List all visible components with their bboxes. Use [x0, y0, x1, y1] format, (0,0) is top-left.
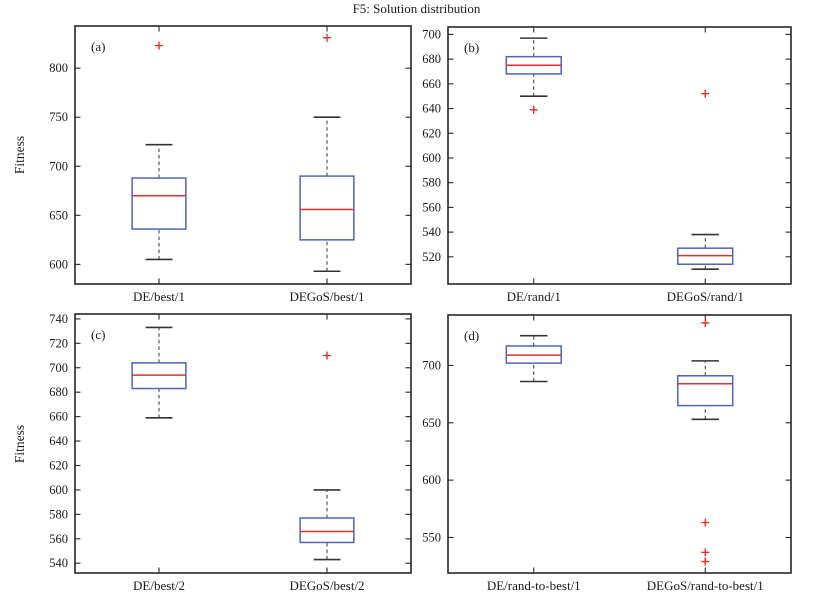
box-DE/best/1 — [131, 41, 187, 261]
outlier-marker — [701, 89, 710, 98]
subplot-(c): 540 560 580 600 620 640 660 680 700 720 740 DE/best… — [49, 312, 412, 593]
y-tick-label: 580 — [49, 507, 68, 521]
y-tick-label: 640 — [49, 434, 68, 448]
y-tick-label: 700 — [422, 358, 441, 372]
y-tick-label: 650 — [422, 416, 441, 430]
panel-letter: (b) — [464, 40, 479, 55]
x-category-label: DE/best/2 — [133, 578, 185, 593]
y-tick-label: 700 — [49, 361, 68, 375]
iqr-box — [131, 177, 187, 230]
outlier-marker — [323, 33, 331, 42]
y-tick-label: 700 — [422, 27, 441, 41]
panel-letter: (a) — [91, 39, 105, 54]
y-tick-label: 580 — [422, 176, 441, 190]
x-category-label: DE/rand/1 — [507, 289, 561, 304]
y-tick-label: 650 — [49, 208, 68, 222]
y-tick-label: 600 — [49, 483, 68, 497]
y-tick-label: 620 — [422, 126, 441, 140]
axes-frame — [447, 314, 792, 574]
y-tick-label: 600 — [422, 151, 441, 165]
x-category-label: DEGoS/best/1 — [289, 289, 364, 304]
box-DE/rand-to-best/1 — [505, 334, 562, 383]
axes-frame — [74, 313, 412, 574]
axes-frame — [74, 25, 412, 285]
y-tick-label: 540 — [49, 556, 68, 570]
x-category-label: DE/best/1 — [133, 289, 185, 304]
y-tick-label: 550 — [422, 530, 441, 544]
y-tick-label: 700 — [49, 159, 68, 173]
x-category-label: DEGoS/best/2 — [289, 578, 364, 593]
y-tick-label: 520 — [422, 250, 441, 264]
y-axis-label-top: Fitness — [12, 135, 27, 175]
y-tick-label: 660 — [422, 77, 441, 91]
outlier-marker — [701, 319, 710, 328]
y-tick-label: 750 — [49, 110, 68, 124]
box-DEGoS/rand-to-best/1 — [677, 319, 734, 566]
y-tick-label: 740 — [49, 312, 68, 326]
subplot-(d): 550 600 650 700 DE/rand-to-best/1 DEGoS/rand-… — [422, 314, 792, 593]
iqr-box — [677, 375, 734, 407]
iqr-box — [299, 175, 355, 241]
y-tick-label: 620 — [49, 458, 68, 472]
axes-frame — [447, 26, 792, 285]
y-tick-label: 660 — [49, 410, 68, 424]
y-tick-label: 540 — [422, 225, 441, 239]
outlier-marker — [155, 41, 163, 50]
y-tick-label: 600 — [49, 257, 68, 271]
subplot-(b): 520 540 560 580 600 620 640 660 680 700 DE/rand/1 D… — [422, 26, 792, 304]
iqr-box — [299, 517, 355, 544]
y-tick-label: 680 — [422, 52, 441, 66]
x-category-label: DE/rand-to-best/1 — [487, 578, 581, 593]
x-category-label: DEGoS/rand/1 — [667, 289, 744, 304]
y-tick-label: 600 — [422, 473, 441, 487]
outlier-marker — [701, 557, 710, 566]
box-DE/best/2 — [131, 326, 187, 419]
y-tick-label: 560 — [422, 200, 441, 214]
y-tick-label: 680 — [49, 385, 68, 399]
outlier-marker — [323, 351, 331, 360]
x-category-label: DEGoS/rand-to-best/1 — [647, 578, 764, 593]
box-DEGoS/best/2 — [299, 351, 355, 561]
outlier-marker — [529, 105, 538, 114]
y-axis-label-bottom: Fitness — [12, 424, 27, 464]
box-DEGoS/best/1 — [299, 33, 355, 273]
panel-letter: (c) — [91, 327, 105, 342]
figure-title: F5: Solution distribution — [352, 1, 481, 16]
outlier-marker — [701, 548, 710, 557]
subplot-(a): 600 650 700 750 800 DE/best/1 DEGoS/best/1 (a) — [49, 25, 412, 304]
y-tick-label: 560 — [49, 532, 68, 546]
y-tick-label: 640 — [422, 102, 441, 116]
box-DE/rand/1 — [505, 37, 562, 114]
outlier-marker — [701, 518, 710, 527]
box-DEGoS/rand/1 — [677, 89, 734, 270]
y-tick-label: 800 — [49, 61, 68, 75]
panel-letter: (d) — [464, 328, 479, 343]
y-tick-label: 720 — [49, 336, 68, 350]
